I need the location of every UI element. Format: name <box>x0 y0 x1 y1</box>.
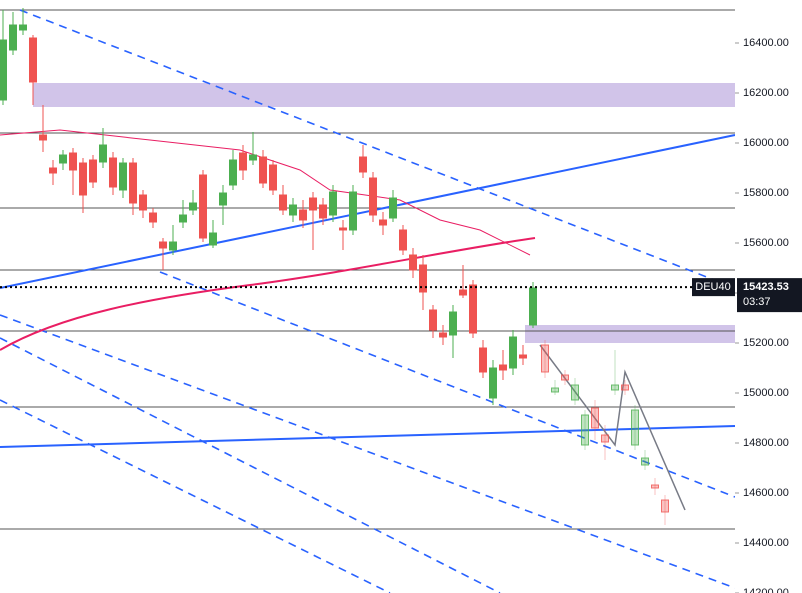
candle-body <box>561 374 569 381</box>
candle-body <box>139 194 147 211</box>
candle-body <box>551 387 559 393</box>
symbol-tag <box>692 278 735 297</box>
candle-body <box>239 152 247 171</box>
candle-body <box>621 384 629 391</box>
candle-body <box>49 167 57 174</box>
candle-body <box>591 407 599 429</box>
trend-dashed <box>0 314 736 589</box>
candle-body <box>119 162 127 191</box>
candle-body <box>349 191 357 231</box>
candle-body <box>209 232 217 246</box>
y-tick-label: 15600.00 <box>743 237 789 249</box>
candle-body <box>159 241 167 249</box>
candle-body <box>519 354 527 359</box>
y-tick-label: 16000.00 <box>743 137 789 149</box>
candle-body <box>419 264 427 293</box>
candle-body <box>149 212 157 223</box>
candle-body <box>399 229 407 251</box>
candle-body <box>379 219 387 226</box>
candle-body <box>611 384 619 391</box>
candle-body <box>299 209 307 221</box>
candle-body <box>219 192 227 206</box>
candle-body <box>279 194 287 211</box>
candle-body <box>29 37 37 83</box>
candle-body <box>19 24 27 31</box>
plot-area <box>0 9 736 593</box>
y-tick-label: 14600.00 <box>743 487 789 499</box>
candle-body <box>259 156 267 184</box>
countdown-label: 03:37 <box>743 296 771 308</box>
candle-body <box>309 197 317 211</box>
candle-body <box>541 344 549 373</box>
candle-body <box>459 289 467 296</box>
trend-line <box>0 134 736 289</box>
candle-body <box>319 204 327 219</box>
candle-body <box>329 191 337 216</box>
candle-body <box>601 434 609 443</box>
candle-body <box>449 311 457 336</box>
projection-path <box>539 344 686 511</box>
candle-body <box>69 152 77 171</box>
candle-body <box>509 336 517 369</box>
trend-dashed <box>159 271 736 498</box>
y-tick-label: 15200.00 <box>743 337 789 349</box>
candle-body <box>249 154 257 161</box>
candle-body <box>571 384 579 401</box>
candle-body <box>369 177 377 216</box>
moving-average-slow <box>0 237 536 351</box>
y-tick-label: 14400.00 <box>743 537 789 549</box>
candle-body <box>389 197 397 219</box>
candle-body <box>189 202 197 211</box>
candle-body <box>631 409 639 446</box>
candle-body <box>661 499 669 513</box>
y-tick-label: 16400.00 <box>743 37 789 49</box>
candle-body <box>359 156 367 173</box>
y-tick-label: 15800.00 <box>743 187 789 199</box>
price-label: 15423.53 <box>743 281 789 293</box>
candle-body <box>439 332 447 338</box>
candle-body <box>129 162 137 204</box>
trend-dashed <box>19 9 736 289</box>
candle-body <box>99 144 107 163</box>
candle-body <box>651 484 659 489</box>
candle-body <box>429 309 437 331</box>
candle-body <box>199 174 207 239</box>
candle-body <box>469 284 477 334</box>
candle-body <box>641 457 649 466</box>
candle-body <box>529 287 537 326</box>
y-tick-label: 14200.00 <box>743 587 789 593</box>
candle-body <box>109 157 117 188</box>
candle-body <box>59 154 67 164</box>
price-tag <box>737 278 802 313</box>
candle-body <box>179 214 187 223</box>
candle-body <box>169 241 177 251</box>
candle-body <box>409 254 417 271</box>
trend-line <box>0 425 736 448</box>
moving-average-fast <box>0 129 531 256</box>
demand-zone <box>525 325 735 343</box>
candle-body <box>289 204 297 216</box>
supply-zone <box>33 83 735 107</box>
candle-body <box>0 39 7 101</box>
y-tick-label: 15000.00 <box>743 387 789 399</box>
y-tick-label: 16200.00 <box>743 87 789 99</box>
candle-body <box>79 162 87 196</box>
candle-body <box>339 227 347 231</box>
candle-body <box>39 134 47 141</box>
trend-dashed <box>0 399 391 593</box>
candle-body <box>9 24 17 51</box>
candle-body <box>89 159 97 183</box>
candle-body <box>269 164 277 191</box>
candle-body <box>499 364 507 371</box>
trend-dashed <box>0 337 501 593</box>
y-tick-label: 14800.00 <box>743 437 789 449</box>
candle-body <box>581 414 589 446</box>
candle-body <box>229 159 237 186</box>
symbol-label: DEU40 <box>695 281 730 293</box>
candle-body <box>489 367 497 399</box>
candle-body <box>479 347 487 373</box>
